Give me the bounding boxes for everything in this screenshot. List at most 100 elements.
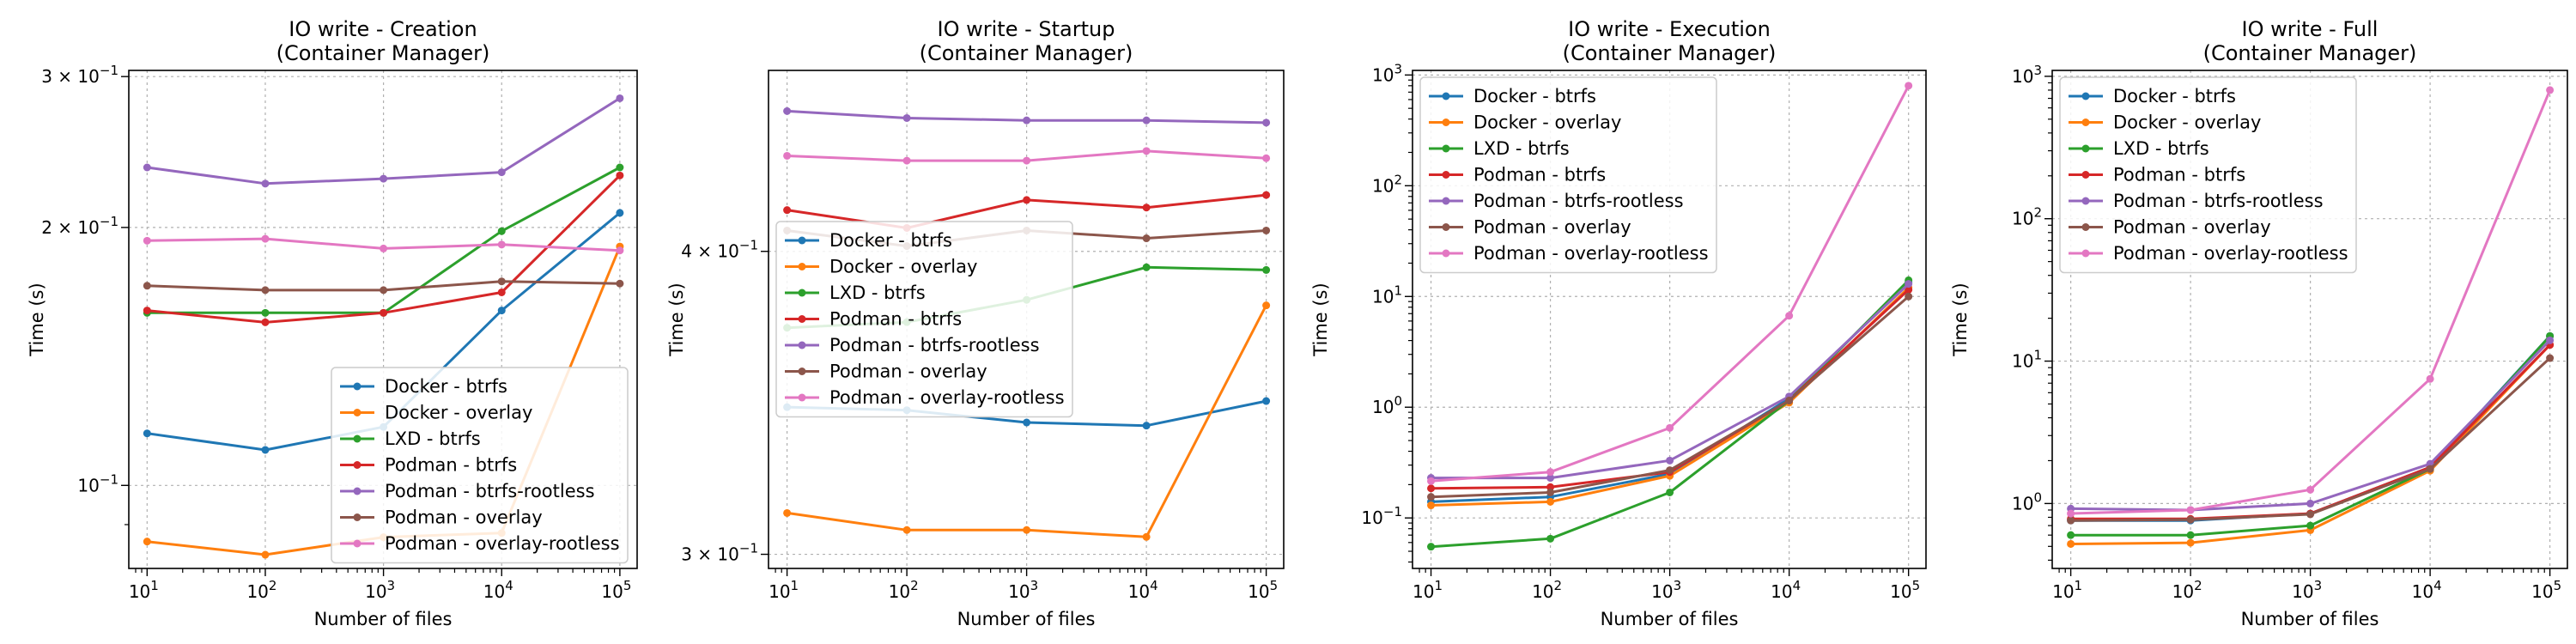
data-point <box>1546 497 1555 506</box>
x-axis-label: Number of files <box>314 609 453 629</box>
axes-frame <box>128 70 638 569</box>
legend: Docker - btrfs Docker - overlay LXD - btrf… <box>331 367 629 564</box>
legend-label: Podman - btrfs <box>1473 165 1606 185</box>
legend-label: Podman - btrfs-rootless <box>829 335 1040 355</box>
y-tick-label: 10−1 <box>77 471 118 495</box>
legend-label: Podman - overlay-rootless <box>1473 243 1709 264</box>
x-axis-label: Number of files <box>957 609 1096 629</box>
data-point <box>1427 501 1436 510</box>
legend-marker <box>2081 223 2090 231</box>
chart-title: IO write - Startup <box>938 17 1115 41</box>
data-point <box>1905 292 1913 301</box>
legend-label: LXD - btrfs <box>1473 138 1570 159</box>
data-point <box>1427 484 1436 493</box>
data-point <box>2546 86 2555 94</box>
y-tick-base: 10 <box>77 475 99 495</box>
x-tick-base: 10 <box>889 581 910 602</box>
chart-subtitle: (Container Manager) <box>2203 41 2417 65</box>
data-point <box>1666 488 1674 496</box>
x-tick-exponent: 1 <box>2075 578 2083 593</box>
legend-marker <box>353 539 361 548</box>
data-point <box>1142 263 1151 271</box>
y-tick-exponent: −1 <box>100 471 118 487</box>
x-tick-base: 10 <box>1651 581 1673 602</box>
legend-marker <box>2081 144 2090 153</box>
legend-label: Podman - btrfs <box>829 309 962 330</box>
data-point <box>616 279 624 288</box>
data-point <box>261 286 270 295</box>
data-point <box>380 244 388 252</box>
chart-title: IO write - Full <box>2242 17 2379 41</box>
x-tick-exponent: 1 <box>1434 578 1443 593</box>
data-point <box>261 308 270 317</box>
data-point <box>2546 354 2555 362</box>
legend-box <box>331 367 629 564</box>
legend-label: Docker - overlay <box>385 403 532 423</box>
x-tick-base: 10 <box>1532 581 1553 602</box>
data-point <box>783 206 792 215</box>
y-tick-label: 3 × 10−1 <box>41 63 118 87</box>
y-tick-label: 4 × 10−1 <box>681 238 758 262</box>
x-tick-base: 10 <box>129 581 150 602</box>
legend-marker <box>2081 92 2090 100</box>
data-point <box>261 446 270 454</box>
x-tick-base: 10 <box>1008 581 1030 602</box>
chart-panel-2: IO write - Startup(Container Manager)101… <box>666 17 1285 629</box>
x-tick-label: 103 <box>1008 578 1038 602</box>
x-tick-exponent: 5 <box>1270 578 1279 593</box>
data-point <box>1262 226 1271 234</box>
x-tick-base: 10 <box>2412 581 2433 602</box>
data-point <box>2067 539 2075 548</box>
data-point <box>261 179 270 188</box>
data-point <box>2067 531 2075 539</box>
legend-marker <box>1442 249 1450 258</box>
legend-label: Docker - btrfs <box>2113 86 2236 106</box>
data-point <box>2186 506 2195 514</box>
data-point <box>1262 191 1271 199</box>
y-tick-base: 3 × 10 <box>681 544 739 565</box>
chart-subtitle: (Container Manager) <box>276 41 490 65</box>
x-tick-exponent: 5 <box>1912 578 1921 593</box>
data-point <box>1666 456 1674 465</box>
legend-marker <box>353 382 361 391</box>
axes-frame <box>768 70 1285 569</box>
data-point <box>143 282 151 290</box>
chart-panel-1: IO write - Creation(Container Manager) 10… <box>27 17 638 629</box>
data-point <box>1427 543 1436 551</box>
data-point <box>2306 521 2315 530</box>
x-tick-label: 105 <box>1890 578 1920 602</box>
data-point <box>2186 531 2195 539</box>
legend-marker <box>2081 249 2090 258</box>
x-tick-label: 104 <box>2412 578 2442 602</box>
data-point <box>380 174 388 183</box>
legend-label: Podman - btrfs-rootless <box>1473 191 1684 211</box>
legend-marker <box>353 513 361 521</box>
legend-marker <box>2081 171 2090 179</box>
x-tick-label: 103 <box>365 578 395 602</box>
x-tick-exponent: 4 <box>1793 578 1801 593</box>
y-tick-exponent: −1 <box>739 238 758 253</box>
data-point <box>1785 312 1794 320</box>
chart-panel-3: IO write - Execution(Container Manager) 1… <box>1310 17 1927 629</box>
data-point <box>1666 466 1674 475</box>
y-tick-base: 10 <box>1372 64 1394 85</box>
x-tick-exponent: 5 <box>623 578 632 593</box>
y-tick-base: 2 × 10 <box>41 217 100 238</box>
y-tick-exponent: 3 <box>1394 61 1402 76</box>
data-point <box>1142 204 1151 212</box>
axes-frame <box>2051 70 2568 569</box>
legend-marker <box>798 341 806 349</box>
y-tick-exponent: 2 <box>1394 172 1402 187</box>
x-tick-base: 10 <box>769 581 790 602</box>
x-tick-label: 104 <box>483 578 513 602</box>
legend-label: Docker - overlay <box>829 257 977 277</box>
data-point <box>2306 499 2315 507</box>
x-tick-base: 10 <box>1128 581 1150 602</box>
data-point <box>902 156 911 165</box>
legend-marker <box>798 368 806 375</box>
data-point <box>783 106 792 115</box>
data-point <box>1262 301 1271 310</box>
x-tick-base: 10 <box>246 581 268 602</box>
legend-marker <box>798 289 806 297</box>
x-tick-label: 103 <box>1651 578 1681 602</box>
